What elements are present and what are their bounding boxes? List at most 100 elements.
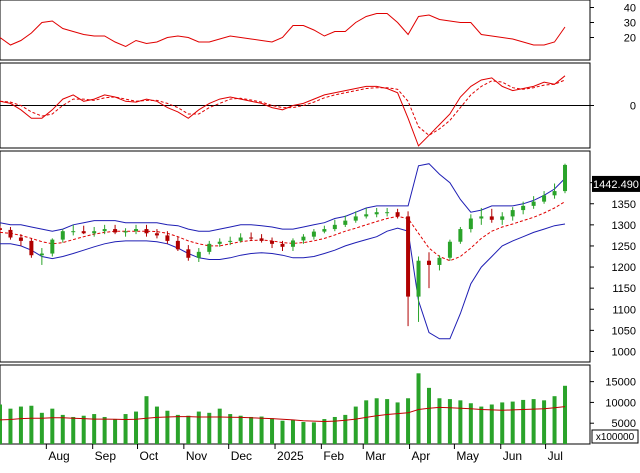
volume-bar bbox=[175, 414, 180, 444]
candle-body bbox=[102, 229, 107, 232]
volume-bar bbox=[196, 411, 201, 444]
candle-body bbox=[144, 229, 149, 234]
oscillator-y-tick-label: 20 bbox=[624, 33, 636, 45]
volume-bar bbox=[123, 414, 128, 444]
price-y-tick-label: 1250 bbox=[612, 241, 636, 253]
candle-body bbox=[228, 240, 233, 242]
candle-body bbox=[416, 260, 421, 297]
volume-y-tick-label: 10000 bbox=[605, 397, 636, 409]
volume-bar bbox=[207, 412, 212, 444]
panel-frame-volume bbox=[0, 364, 591, 445]
candle-body bbox=[270, 240, 275, 244]
candle-body bbox=[50, 239, 55, 254]
candle-body bbox=[542, 195, 547, 202]
candle-body bbox=[259, 238, 264, 241]
candle-body bbox=[437, 257, 442, 265]
candle-body bbox=[134, 229, 139, 232]
volume-bar bbox=[259, 416, 264, 444]
candle-body bbox=[175, 240, 180, 250]
volume-bar bbox=[29, 405, 34, 444]
x-axis-tick-label: May bbox=[456, 449, 479, 463]
volume-bar bbox=[552, 396, 557, 444]
candle-body bbox=[249, 237, 254, 239]
candle-body bbox=[332, 224, 337, 230]
volume-bar bbox=[479, 406, 484, 444]
volume-bar bbox=[0, 404, 2, 444]
volume-bar bbox=[92, 414, 97, 444]
candle-body bbox=[0, 228, 2, 230]
candle-body bbox=[353, 216, 358, 221]
macd-series-line-0 bbox=[0, 75, 566, 147]
candle-body bbox=[71, 231, 76, 233]
price-y-tick-label: 1000 bbox=[612, 346, 636, 358]
volume-bar bbox=[447, 399, 452, 444]
volume-bar bbox=[270, 418, 275, 444]
candle-body bbox=[385, 212, 390, 214]
candle-body bbox=[447, 241, 452, 258]
volume-bar bbox=[374, 398, 379, 444]
candle-body bbox=[343, 220, 348, 225]
x-axis-tick-label: Aug bbox=[48, 449, 69, 463]
candle-body bbox=[123, 231, 128, 233]
candle-body bbox=[500, 216, 505, 220]
x-axis-tick-label: Mar bbox=[365, 449, 386, 463]
volume-bar bbox=[521, 399, 526, 444]
volume-bar bbox=[364, 400, 369, 444]
volume-bar bbox=[510, 401, 515, 444]
volume-scale-box bbox=[591, 429, 639, 444]
volume-bar bbox=[385, 399, 390, 444]
volume-moving-average-line bbox=[0, 406, 566, 423]
volume-bar bbox=[343, 414, 348, 444]
candle-body bbox=[92, 231, 97, 234]
volume-bar bbox=[186, 415, 191, 444]
candle-body bbox=[113, 229, 118, 233]
candle-body bbox=[18, 237, 23, 241]
macd-series-line-1 bbox=[0, 79, 566, 136]
candle-body bbox=[186, 249, 191, 258]
candle-body bbox=[238, 237, 243, 241]
candle-body bbox=[154, 233, 159, 236]
volume-bar bbox=[489, 404, 494, 444]
candle-body bbox=[458, 229, 463, 242]
candle-body bbox=[280, 243, 285, 247]
macd-y-tick-label: 0 bbox=[630, 101, 636, 113]
volume-bar bbox=[50, 408, 55, 444]
bollinger-upper-line bbox=[0, 163, 566, 232]
price-y-tick-label: 1300 bbox=[612, 220, 636, 232]
volume-bar bbox=[165, 410, 170, 444]
candle-body bbox=[510, 210, 515, 217]
volume-bar bbox=[113, 419, 118, 444]
candle-body bbox=[552, 191, 557, 196]
volume-bar bbox=[406, 398, 411, 444]
price-y-tick-label: 1200 bbox=[612, 262, 636, 274]
price-y-tick-label: 1100 bbox=[612, 304, 636, 316]
candle-body bbox=[406, 216, 411, 297]
candle-body bbox=[311, 231, 316, 237]
volume-bar bbox=[217, 408, 222, 444]
volume-bar bbox=[238, 415, 243, 444]
volume-bar bbox=[311, 422, 316, 444]
x-axis-tick-label: Oct bbox=[140, 449, 159, 463]
bollinger-lower-line bbox=[0, 223, 566, 340]
volume-bar bbox=[531, 399, 536, 444]
panel-frame-price bbox=[0, 150, 591, 363]
volume-bar bbox=[353, 406, 358, 444]
volume-bar bbox=[71, 416, 76, 444]
volume-bar bbox=[8, 408, 13, 444]
volume-bar bbox=[563, 385, 568, 444]
volume-bar bbox=[81, 415, 86, 444]
volume-bar bbox=[437, 398, 442, 444]
candle-body bbox=[521, 205, 526, 211]
candle-body bbox=[60, 231, 65, 240]
candle-body bbox=[290, 240, 295, 247]
candle-body bbox=[563, 164, 568, 192]
price-y-tick-label: 1050 bbox=[612, 325, 636, 337]
volume-bar bbox=[542, 400, 547, 444]
candle-body bbox=[81, 231, 86, 234]
volume-bar bbox=[458, 400, 463, 444]
x-axis-tick-label: Apr bbox=[412, 449, 431, 463]
last-price-tag: 1442.490 bbox=[593, 179, 639, 191]
volume-bar bbox=[332, 416, 337, 444]
